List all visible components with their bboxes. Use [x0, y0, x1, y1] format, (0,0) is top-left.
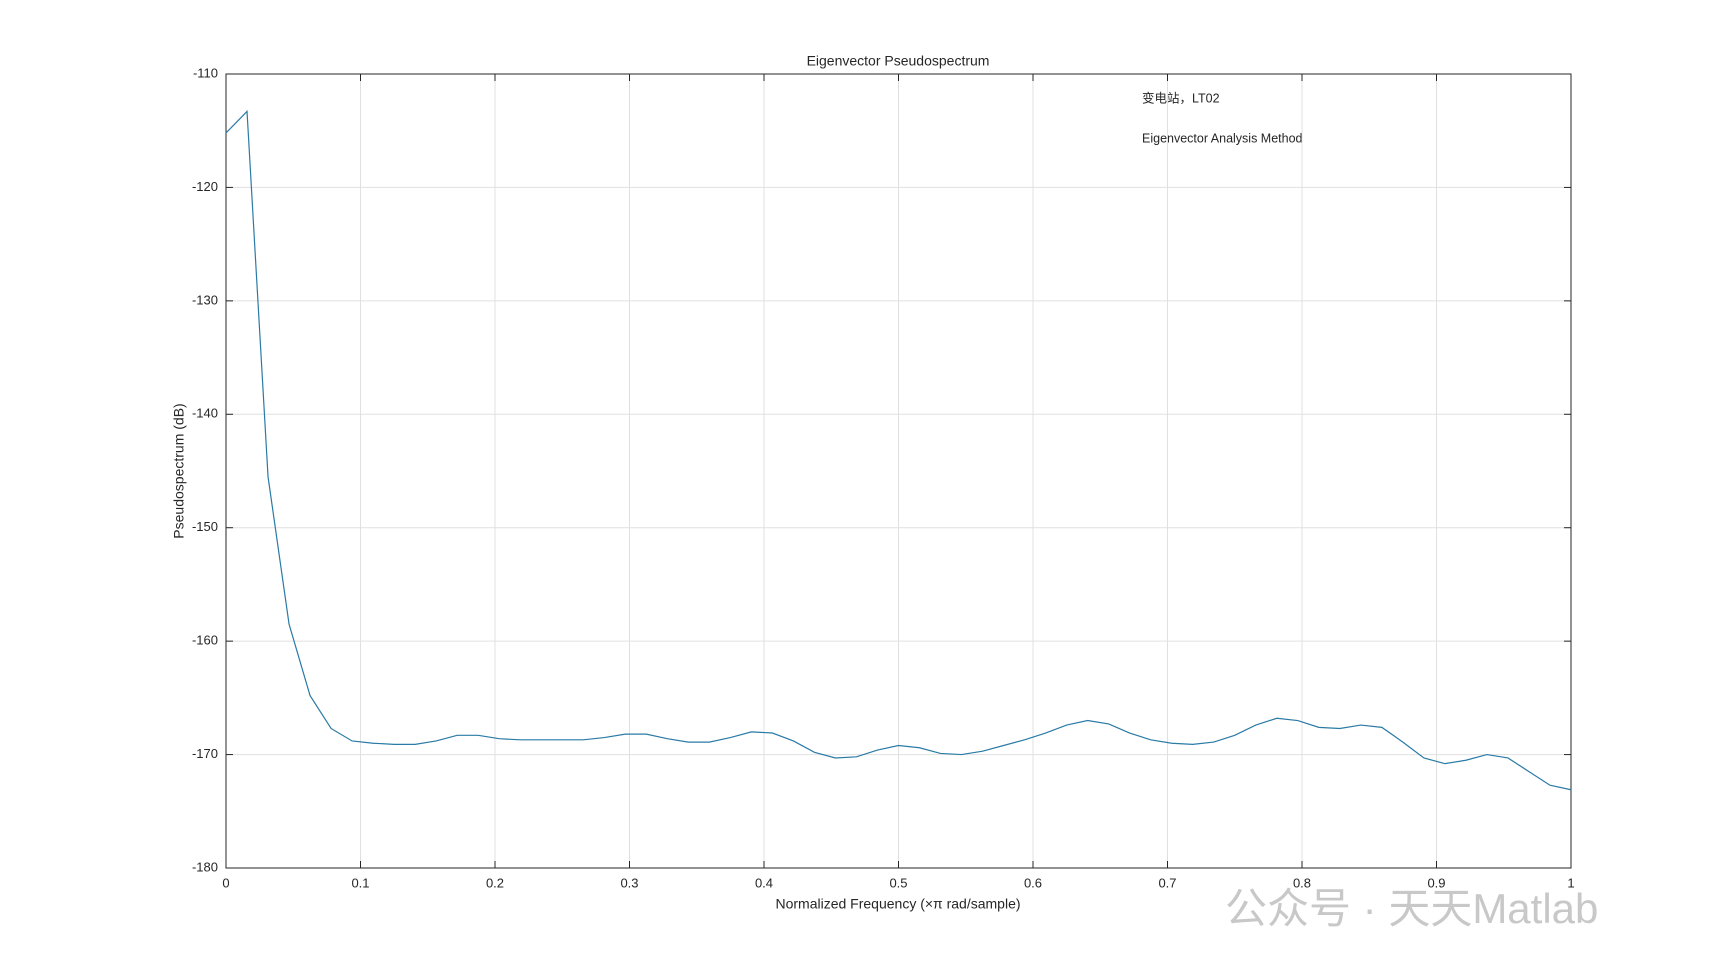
x-tick-label: 0.1: [351, 875, 369, 890]
y-tick-label: -130: [192, 292, 218, 307]
x-tick-label: 0.2: [486, 875, 504, 890]
y-tick-label: -110: [193, 65, 218, 80]
y-tick-label: -150: [192, 519, 218, 534]
x-tick-label: 0.9: [1427, 875, 1445, 890]
data-line: [225, 110, 1572, 791]
x-tick-label: 0.6: [1024, 875, 1042, 890]
y-axis-label: Pseudospectrum (dB): [171, 403, 187, 538]
y-tick-label: -120: [192, 179, 218, 194]
x-tick-label: 0.5: [889, 875, 907, 890]
plot-frame: [225, 73, 1572, 869]
watermark: 公众号 · 天天Matlab: [1225, 885, 1598, 932]
x-tick-label: 0.3: [620, 875, 638, 890]
x-tick-label: 0.8: [1293, 875, 1311, 890]
y-tick-label: -180: [192, 859, 218, 874]
x-tick-label: 0.4: [755, 875, 773, 890]
annotation: Eigenvector Analysis Method: [1142, 131, 1303, 145]
x-axis-label: Normalized Frequency (×π rad/sample): [775, 896, 1020, 912]
y-tick-label: -140: [192, 406, 218, 421]
y-tick-label: -160: [192, 633, 218, 648]
y-tick-label: -170: [192, 746, 218, 761]
x-tick-label: 0.7: [1158, 875, 1176, 890]
x-tick-label: 1: [1567, 875, 1574, 890]
x-tick-label: 0: [222, 875, 229, 890]
annotation: 变电站，LT02: [1142, 90, 1220, 105]
chart-title: Eigenvector Pseudospectrum: [807, 53, 990, 69]
